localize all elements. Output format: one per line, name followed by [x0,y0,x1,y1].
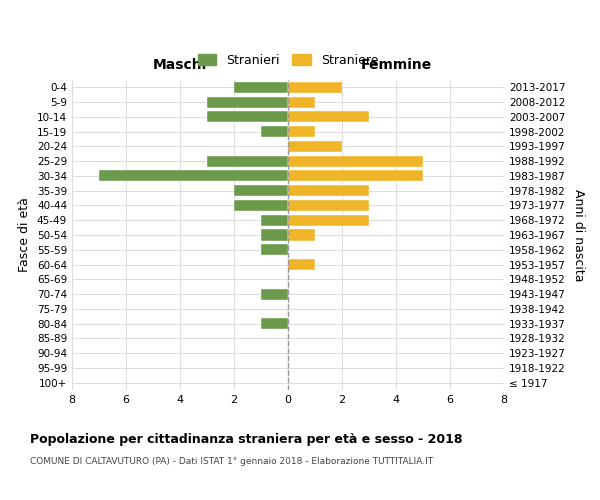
Bar [261,214,288,226]
Text: Popolazione per cittadinanza straniera per età e sesso - 2018: Popolazione per cittadinanza straniera p… [30,432,463,446]
Bar [261,244,288,256]
Bar [288,200,369,211]
Legend: Stranieri, Straniere: Stranieri, Straniere [193,49,383,72]
Bar [207,96,288,108]
Bar [288,126,315,137]
Text: Femmine: Femmine [361,58,431,72]
Bar [288,230,315,240]
Bar [234,82,288,93]
Bar [288,259,315,270]
Bar [261,288,288,300]
Bar [288,82,342,93]
Bar [234,200,288,211]
Y-axis label: Anni di nascita: Anni di nascita [572,188,585,281]
Bar [288,96,315,108]
Text: Maschi: Maschi [153,58,207,72]
Text: COMUNE DI CALTAVUTURO (PA) - Dati ISTAT 1° gennaio 2018 - Elaborazione TUTTITALI: COMUNE DI CALTAVUTURO (PA) - Dati ISTAT … [30,458,433,466]
Bar [288,170,423,181]
Bar [99,170,288,181]
Bar [288,112,369,122]
Bar [288,185,369,196]
Bar [261,318,288,329]
Bar [261,230,288,240]
Bar [288,141,342,152]
Bar [207,112,288,122]
Bar [288,214,369,226]
Y-axis label: Fasce di età: Fasce di età [19,198,31,272]
Bar [234,185,288,196]
Bar [288,156,423,166]
Bar [207,156,288,166]
Bar [261,126,288,137]
